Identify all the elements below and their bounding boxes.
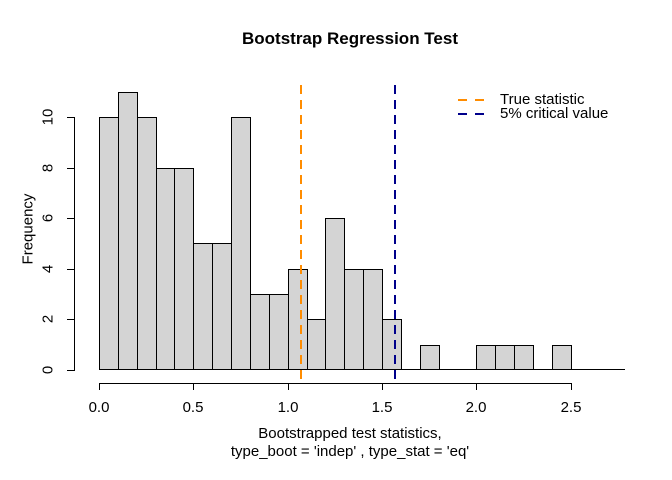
histogram-bar <box>156 168 175 370</box>
orange-dashed-line-sample <box>458 99 484 101</box>
y-axis-tick-label: 10 <box>39 108 57 126</box>
y-axis-tick <box>67 319 74 320</box>
y-axis-tick-label: 0 <box>39 365 57 375</box>
y-axis-tick <box>67 117 74 118</box>
histogram-bar <box>344 269 364 370</box>
histogram-bar <box>288 269 308 370</box>
x-axis-tick-label: 1.5 <box>371 399 393 416</box>
x-axis-line <box>99 383 572 384</box>
y-axis-tick-label: 2 <box>39 314 57 324</box>
x-axis-title-line1: Bootstrapped test statistics, <box>258 425 442 442</box>
legend-item-critical-value: 5% critical value <box>458 105 609 122</box>
y-axis-tick <box>67 168 74 169</box>
y-axis-line <box>74 117 75 371</box>
histogram-bar <box>269 294 289 370</box>
zero-baseline <box>99 369 625 370</box>
histogram-bar <box>476 345 496 370</box>
y-axis-tick-label: 6 <box>39 213 57 223</box>
legend-label: True statistic <box>500 91 585 108</box>
histogram-bar <box>382 319 402 370</box>
histogram-bar <box>118 92 138 370</box>
histogram-bar <box>231 117 251 370</box>
histogram-bar <box>325 218 345 370</box>
true-statistic-line <box>300 85 302 385</box>
y-axis-title: Frequency <box>19 193 37 265</box>
histogram-bar <box>552 345 572 370</box>
histogram-bar <box>307 319 326 370</box>
legend-label: 5% critical value <box>500 105 609 122</box>
x-axis-title: Bootstrapped test statistics, type_boot … <box>231 425 469 461</box>
y-axis-tick <box>67 370 74 371</box>
y-axis-tick <box>67 218 74 219</box>
critical-value-line <box>394 85 396 385</box>
x-axis-tick-label: 2.5 <box>560 399 582 416</box>
histogram-bar <box>99 117 119 370</box>
x-axis-tick <box>193 383 194 390</box>
histogram-bar <box>514 345 534 370</box>
legend: True statistic 5% critical value <box>458 91 609 122</box>
x-axis-tick <box>571 383 572 390</box>
x-axis-tick <box>476 383 477 390</box>
histogram-bar <box>137 117 157 370</box>
y-axis-tick <box>67 269 74 270</box>
histogram-bar <box>250 294 270 370</box>
x-axis-tick-label: 1.0 <box>277 399 299 416</box>
y-axis-tick-label: 8 <box>39 163 57 173</box>
legend-item-true-statistic: True statistic <box>458 91 608 108</box>
x-axis-title-line2: type_boot = 'indep' , type_stat = 'eq' <box>230 443 470 460</box>
y-axis-tick-label: 4 <box>39 264 57 274</box>
x-axis-tick-label: 2.0 <box>465 399 487 416</box>
x-axis-tick-label: 0.0 <box>88 399 110 416</box>
x-axis-tick <box>288 383 289 390</box>
x-axis-tick <box>382 383 383 390</box>
navy-dashed-line-sample <box>458 113 484 115</box>
histogram-bar <box>174 168 194 370</box>
histogram-bar <box>420 345 440 370</box>
chart-title: Bootstrap Regression Test <box>241 29 459 48</box>
histogram-bar <box>193 243 213 370</box>
x-axis-tick-label: 0.5 <box>182 399 204 416</box>
histogram-bar <box>363 269 383 370</box>
x-axis-tick <box>99 383 100 390</box>
histogram-bar <box>495 345 515 370</box>
histogram-bar <box>212 243 232 370</box>
